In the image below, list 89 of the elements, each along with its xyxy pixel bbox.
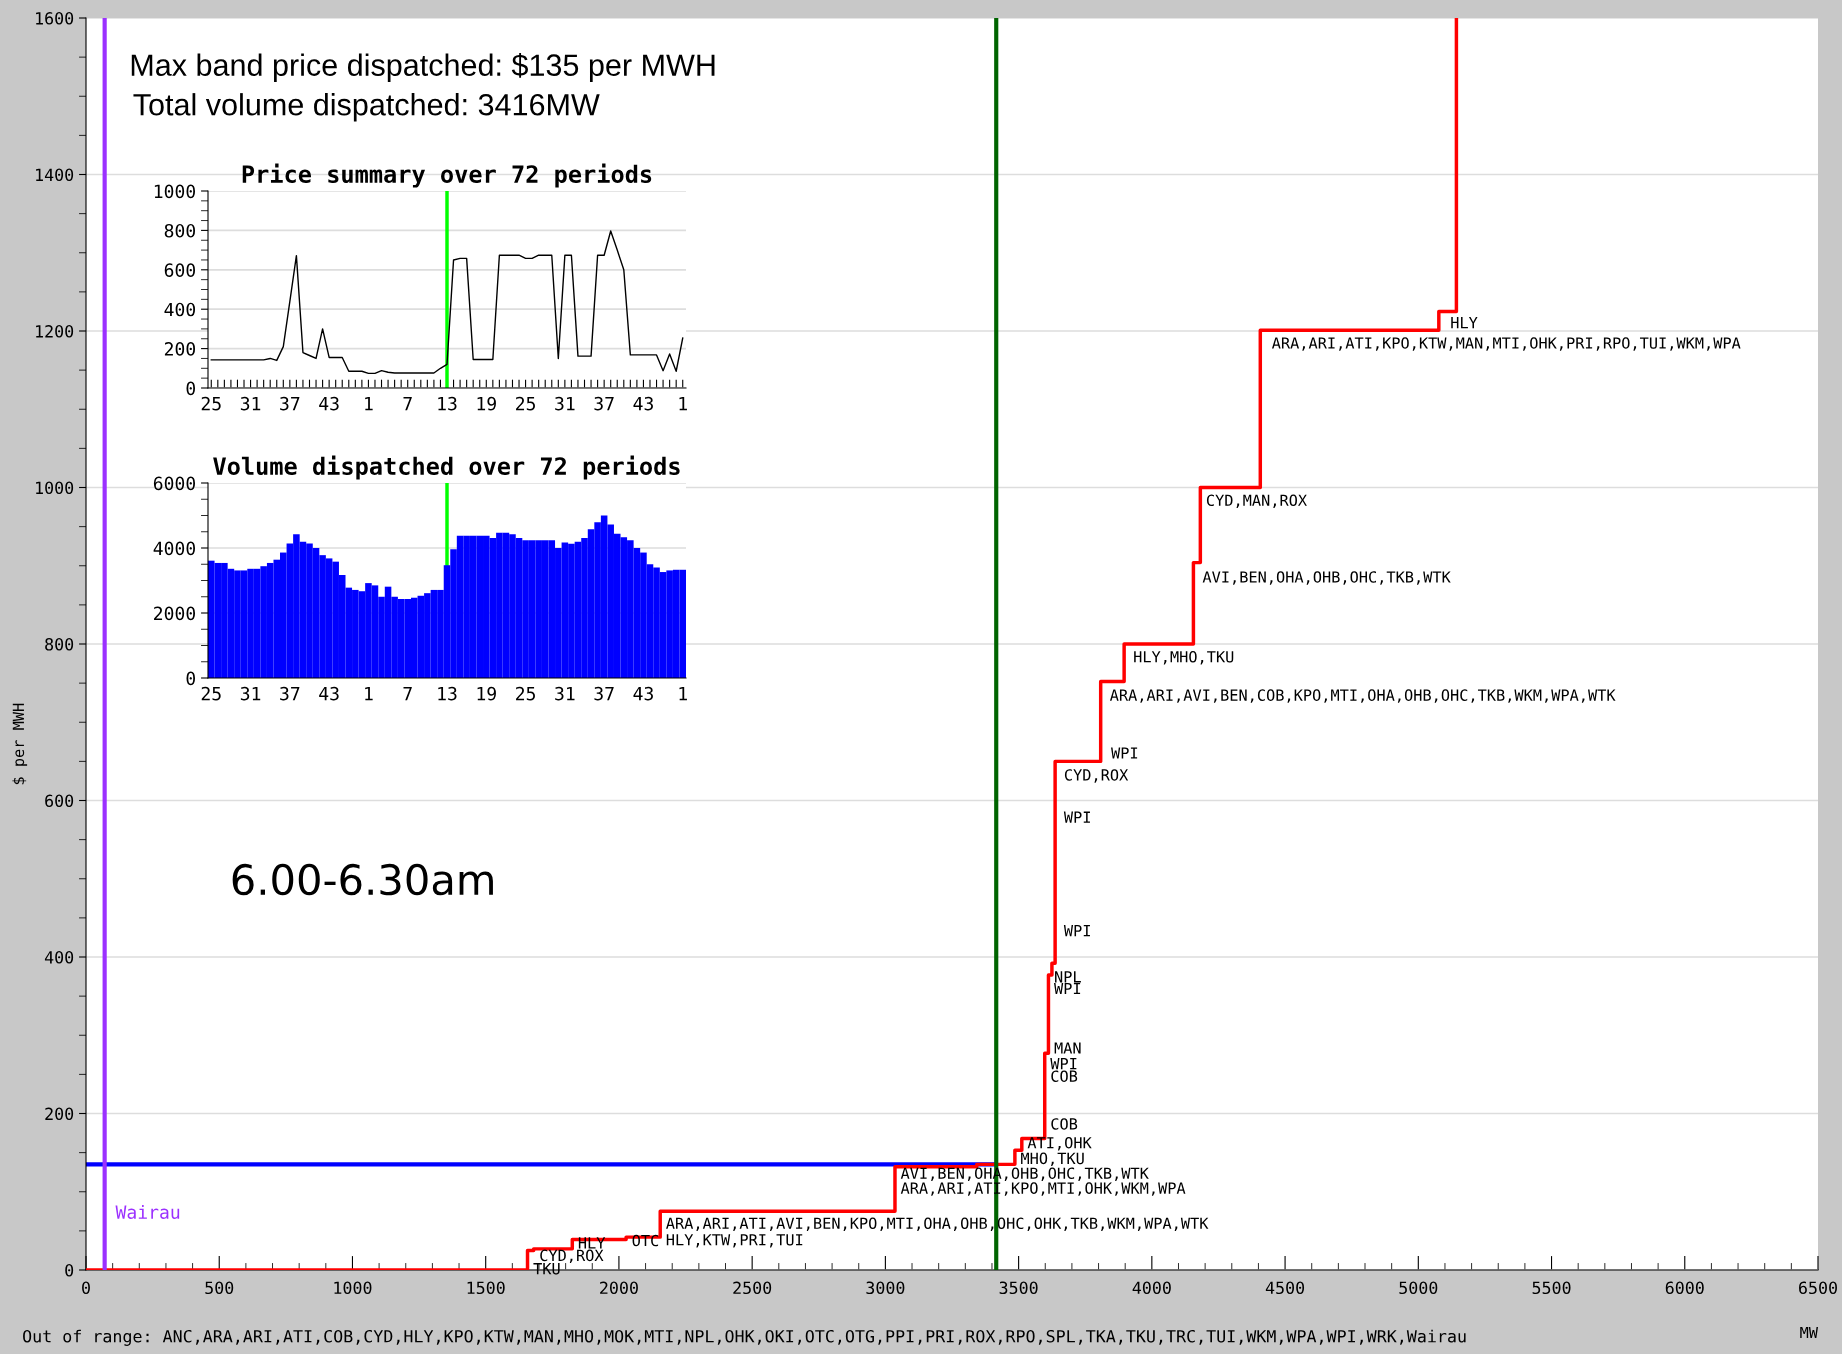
x-tick-label: 1 xyxy=(365,686,373,701)
y-tick-label: 1000 xyxy=(36,481,74,495)
annotation: CYD,MAN,ROX xyxy=(1206,494,1307,508)
annotation: HLY,KTW,PRI,TUI xyxy=(666,1234,803,1248)
x-tick-label: 500 xyxy=(205,1281,234,1295)
annotation: Total volume dispatched: 3416MW xyxy=(133,93,600,122)
x-tick-label: 25 xyxy=(201,686,221,701)
x-tick-label: 31 xyxy=(240,686,261,701)
x-tick-label: 1000 xyxy=(334,1281,372,1295)
x-tick-label: 3500 xyxy=(999,1281,1038,1295)
x-tick-label: 43 xyxy=(633,686,653,701)
x-tick-label: 7 xyxy=(403,396,412,411)
y-tick-label: 0 xyxy=(186,381,196,396)
x-tick-label: 37 xyxy=(280,686,300,701)
x-tick-label: 31 xyxy=(555,686,575,701)
x-tick-label: 5500 xyxy=(1532,1281,1571,1295)
y-tick-label: 0 xyxy=(186,671,196,686)
y-tick-label: 800 xyxy=(45,638,74,651)
x-tick-label: 43 xyxy=(633,396,653,411)
annotation: Max band price dispatched: $135 per MWH xyxy=(131,53,715,83)
annotation: WPI xyxy=(1050,1058,1077,1070)
chart-title: Price summary over 72 periods xyxy=(242,163,652,188)
annotation: AVI,BEN,OHA,OHB,OHC,TKB,WTK xyxy=(1202,571,1451,585)
annotation: WPI xyxy=(1111,747,1138,759)
x-tick-label: 13 xyxy=(438,686,457,701)
annotation: COB xyxy=(1051,1118,1078,1130)
text: Out of range: ANC,ARA,ARI,ATI,COB,CYD,HLY,KPO,KTW,MAN,MHO,MOK,MTI,NPL,OHK,OKI,OTC,OTG,PPI,PRI,ROX,RPO,SPL,TKA,TKU,TRC,TUI,WKM,WPA,WPI,WRK,Wairau xyxy=(23,1329,1466,1346)
ref-line-label: Wairau xyxy=(115,1204,180,1219)
x-tick-label: 1 xyxy=(365,396,373,411)
y-tick-label: 200 xyxy=(164,342,196,356)
y-axis-title: $ per MWH xyxy=(12,703,28,785)
annotation: TKU xyxy=(533,1263,560,1275)
x-tick-label: 37 xyxy=(594,396,614,411)
annotation: 6.00-6.30am xyxy=(232,863,493,896)
x-tick-label: 19 xyxy=(477,396,496,411)
y-tick-label: 600 xyxy=(45,794,74,808)
x-tick-label: 5000 xyxy=(1399,1281,1438,1295)
chart-title: Volume dispatched over 72 periods xyxy=(213,455,680,480)
x-tick-label: 1 xyxy=(679,686,687,701)
y-tick-label: 1400 xyxy=(36,168,74,182)
annotation: WPI xyxy=(1054,982,1081,995)
annotation: WPI xyxy=(1063,811,1090,823)
y-tick-label: 1200 xyxy=(36,325,74,338)
x-tick-label: 25 xyxy=(201,396,221,411)
annotation: NPL xyxy=(1055,971,1081,983)
y-tick-label: 400 xyxy=(44,951,74,964)
y-tick-label: 6000 xyxy=(153,476,196,491)
y-tick-label: 1600 xyxy=(36,12,74,25)
y-tick-label: 1000 xyxy=(154,184,196,199)
x-tick-label: 6500 xyxy=(1799,1281,1837,1295)
y-tick-label: 600 xyxy=(164,263,196,277)
x-tick-label: 0 xyxy=(82,1281,90,1295)
y-tick-label: 4000 xyxy=(153,541,196,556)
y-tick-label: 0 xyxy=(65,1264,74,1277)
x-tick-label: 19 xyxy=(477,686,496,701)
y-tick-label: 2000 xyxy=(154,606,196,621)
x-tick-label: 1 xyxy=(679,396,687,411)
annotation: HLY,MHO,TKU xyxy=(1134,651,1234,665)
x-axis-title: MW xyxy=(1800,1326,1818,1339)
annotation: HLY xyxy=(1451,317,1478,329)
annotation: COB xyxy=(1051,1070,1078,1082)
x-tick-label: 2000 xyxy=(600,1281,638,1295)
x-tick-label: 43 xyxy=(319,686,339,701)
x-tick-label: 4000 xyxy=(1132,1281,1171,1295)
annotation: MAN xyxy=(1054,1042,1081,1054)
x-tick-label: 37 xyxy=(280,396,300,411)
x-tick-label: 25 xyxy=(516,686,535,701)
x-tick-label: 7 xyxy=(403,686,412,701)
y-tick-label: 200 xyxy=(45,1107,74,1121)
annotation: CYD,ROX xyxy=(1064,769,1129,783)
x-tick-label: 1500 xyxy=(467,1281,505,1295)
annotation: MHO,TKU xyxy=(1021,1152,1084,1167)
x-tick-label: 31 xyxy=(555,396,575,411)
annotation: CYD,ROX xyxy=(540,1249,604,1264)
x-tick-label: 31 xyxy=(240,396,261,411)
annotation: ARA,ARI,ATI,KPO,KTW,MAN,MTI,OHK,PRI,RPO,TUI,WKM,WPA xyxy=(1271,337,1741,351)
x-tick-label: 25 xyxy=(516,396,535,411)
annotation: ATI,OHK xyxy=(1027,1136,1092,1151)
x-tick-label: 43 xyxy=(319,396,339,411)
x-tick-label: 37 xyxy=(594,686,614,701)
annotation: ARA,ARI,AVI,BEN,COB,KPO,MTI,OHA,OHB,OHC,TKB,WKM,WPA,WTK xyxy=(1109,689,1616,703)
annotation: WPI xyxy=(1063,925,1090,937)
x-tick-label: 6000 xyxy=(1665,1281,1704,1295)
x-tick-label: 3000 xyxy=(866,1281,905,1295)
y-tick-label: 800 xyxy=(164,223,196,238)
x-tick-label: 13 xyxy=(438,396,457,411)
y-tick-label: 400 xyxy=(164,302,196,317)
x-tick-label: 2500 xyxy=(733,1281,772,1295)
x-tick-label: 4500 xyxy=(1265,1281,1305,1295)
